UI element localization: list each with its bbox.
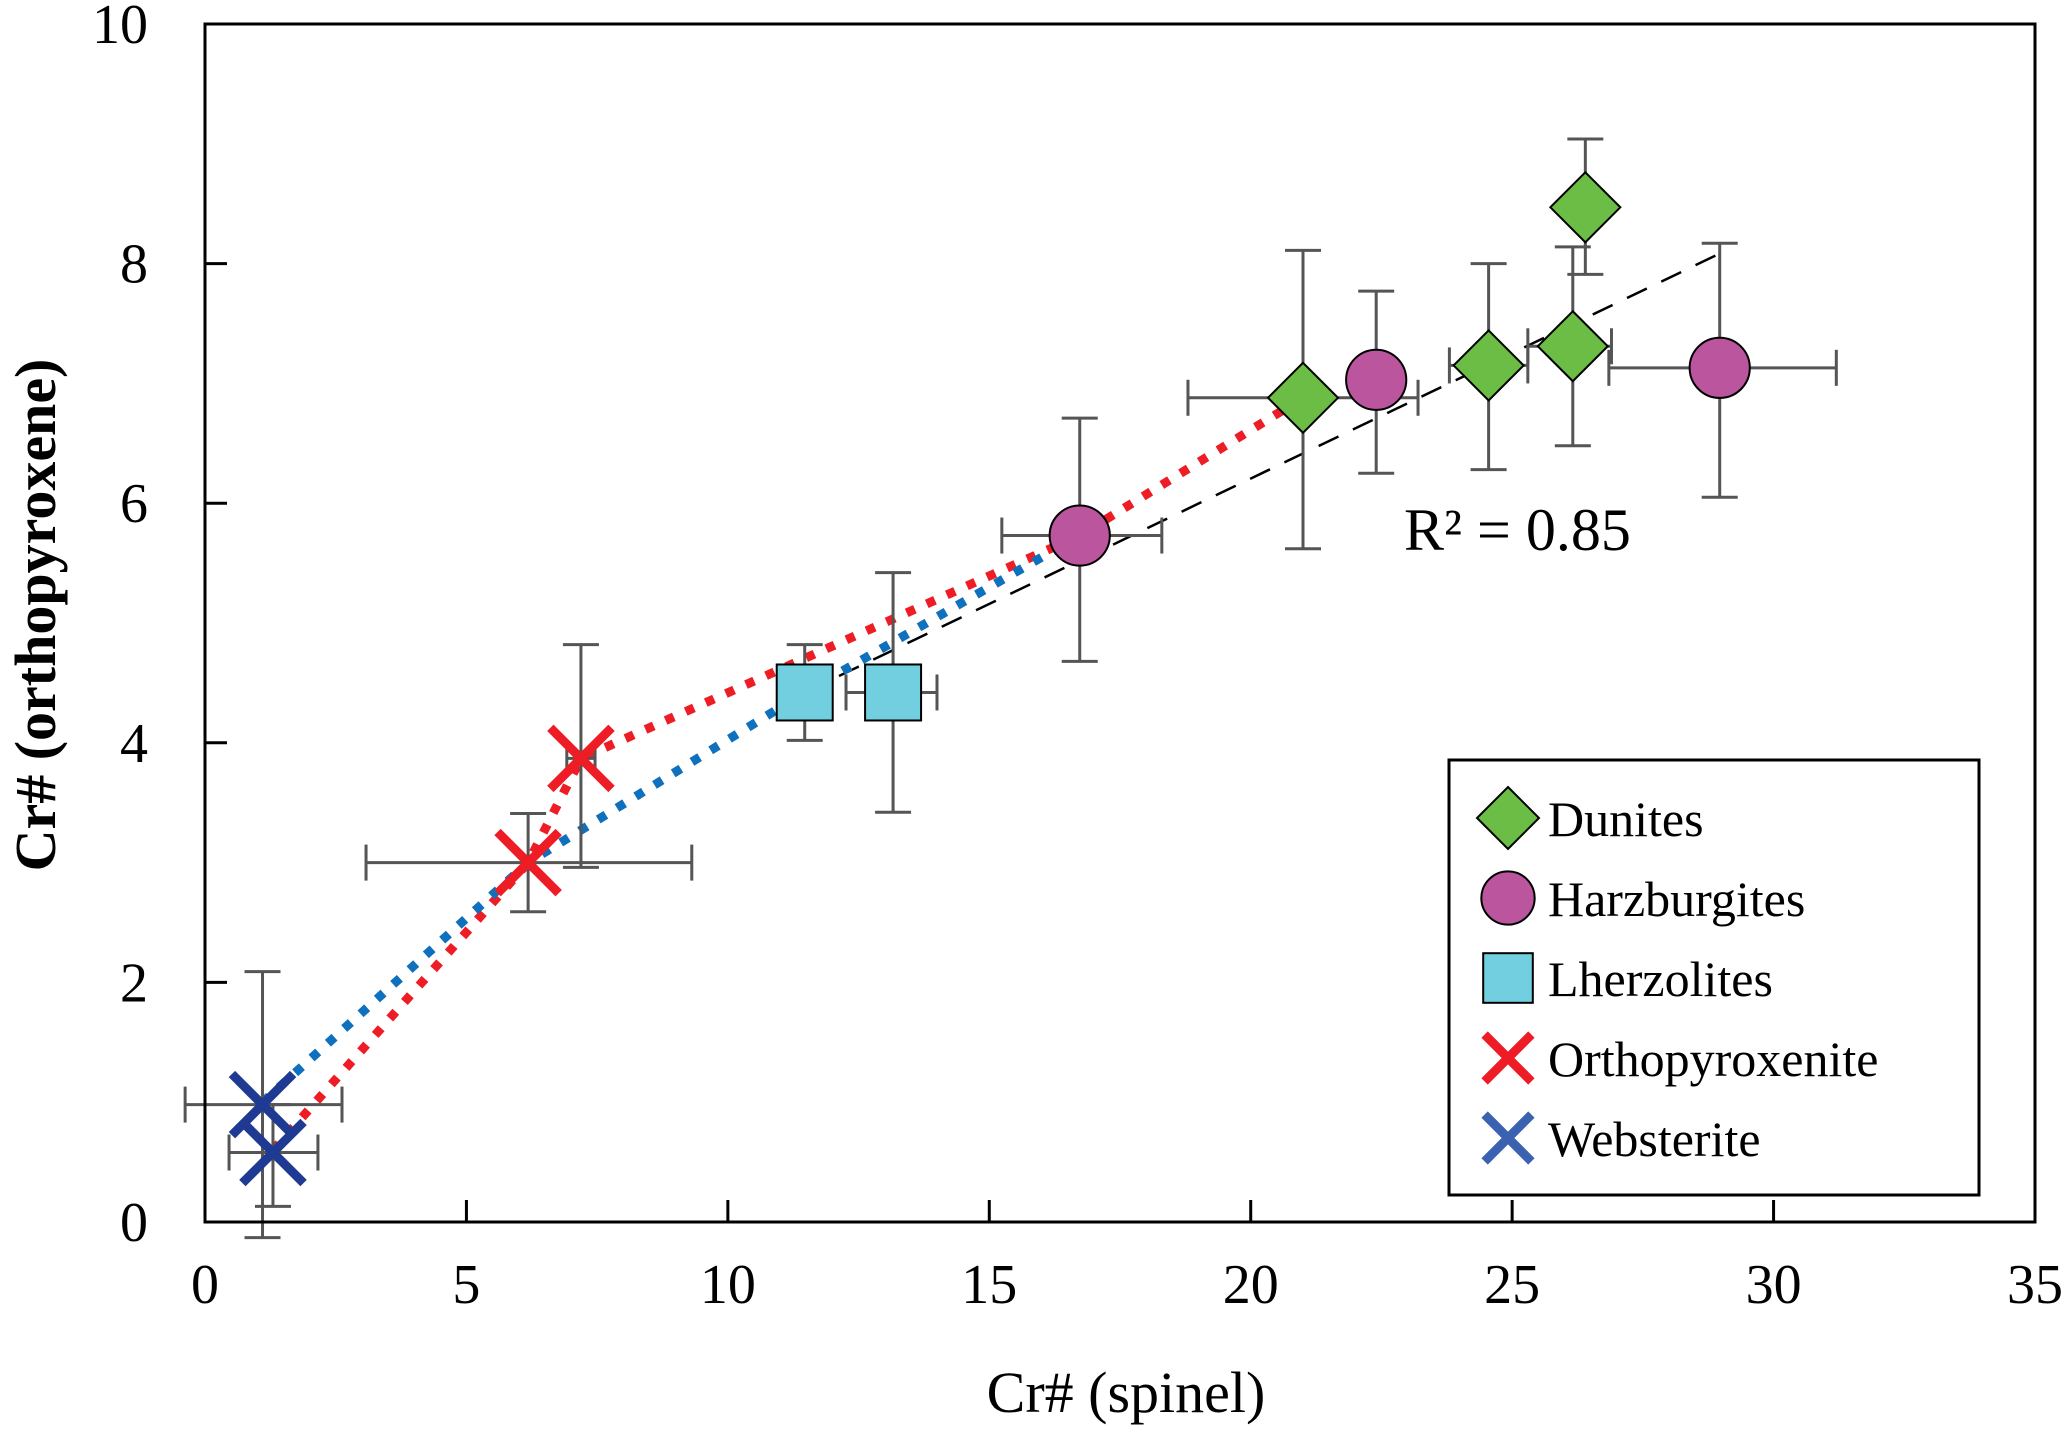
x-tick-label: 5 <box>452 1254 480 1316</box>
legend-orthopyroxenite-icon <box>1481 1031 1535 1085</box>
diamond-marker <box>1266 361 1340 435</box>
dunites-point <box>1548 170 1622 244</box>
axes <box>203 22 2037 1224</box>
plot-frame <box>203 22 2037 1224</box>
legend-label-lherzolites: Lherzolites <box>1548 951 1773 1007</box>
lherzolites-point <box>775 663 834 722</box>
circle-marker <box>1688 336 1751 399</box>
x-marker-stroke <box>1481 1031 1535 1085</box>
y-tick-label: 2 <box>120 952 148 1014</box>
harzburgites-point <box>1048 504 1111 567</box>
legend-harzburgites-icon <box>1480 870 1536 926</box>
websterite-path-line <box>259 531 1082 1106</box>
y-tick-label: 10 <box>92 0 148 56</box>
legend-label-websterite: Websterite <box>1548 1111 1761 1167</box>
legend-websterite-icon <box>1481 1111 1535 1165</box>
orthopyroxenite-point <box>547 724 615 793</box>
diamond-marker <box>1536 309 1610 383</box>
x-tick-label: 0 <box>191 1254 219 1316</box>
r-squared-annotation: R² = 0.85 <box>1404 497 1631 563</box>
x-marker-stroke <box>547 724 615 793</box>
x-marker-stroke <box>239 1118 307 1187</box>
x-tick-label: 35 <box>2007 1254 2063 1316</box>
square-marker <box>864 663 923 722</box>
legend-label-dunites: Dunites <box>1548 791 1704 847</box>
circle-marker <box>1345 348 1408 411</box>
legend-label-orthopyroxenite: Orthopyroxenite <box>1548 1031 1878 1087</box>
tick-labels: 0 5 10 15 20 25 30 35 0 2 4 6 8 10 <box>92 0 2063 1316</box>
harzburgites-point <box>1688 336 1751 399</box>
y-axis-title: Cr# (orthopyroxene) <box>3 359 68 872</box>
legend-lherzolites-icon <box>1482 952 1534 1004</box>
legend-label-harzburgites: Harzburgites <box>1548 871 1805 927</box>
legend: Dunites Harzburgites Lherzolites Orthopyrox… <box>1447 758 1981 1197</box>
lherzolites-point <box>864 663 923 722</box>
dunites-point <box>1452 329 1526 402</box>
square-marker <box>1482 952 1534 1004</box>
legend-box <box>1447 758 1981 1197</box>
orthopyroxenite-point <box>494 828 562 897</box>
legend-dunites-icon <box>1475 785 1541 851</box>
dunites-point <box>1266 361 1340 435</box>
diamond-marker <box>1548 170 1622 244</box>
x-tick-label: 20 <box>1223 1254 1279 1316</box>
regression-line <box>804 251 1722 694</box>
y-tick-label: 8 <box>120 234 148 296</box>
data-points <box>228 170 1751 1187</box>
diamond-marker <box>1475 785 1541 851</box>
websterite-point <box>239 1118 307 1187</box>
x-tick-label: 10 <box>700 1254 756 1316</box>
square-marker <box>775 663 834 722</box>
x-tick-label: 25 <box>1484 1254 1540 1316</box>
circle-marker <box>1048 504 1111 567</box>
diamond-marker <box>1452 329 1526 402</box>
y-tick-label: 6 <box>120 473 148 535</box>
x-marker-stroke <box>1481 1111 1535 1165</box>
y-tick-label: 0 <box>120 1192 148 1254</box>
orthopyroxenite-path-line <box>269 393 1306 1154</box>
dunites-point <box>1536 309 1610 383</box>
x-axis-title: Cr# (spinel) <box>987 1360 1266 1425</box>
x-tick-label: 30 <box>1746 1254 1802 1316</box>
circle-marker <box>1480 870 1536 926</box>
y-tick-label: 4 <box>120 713 148 775</box>
x-marker-stroke <box>494 828 562 897</box>
x-tick-label: 15 <box>961 1254 1017 1316</box>
harzburgites-point <box>1345 348 1408 411</box>
